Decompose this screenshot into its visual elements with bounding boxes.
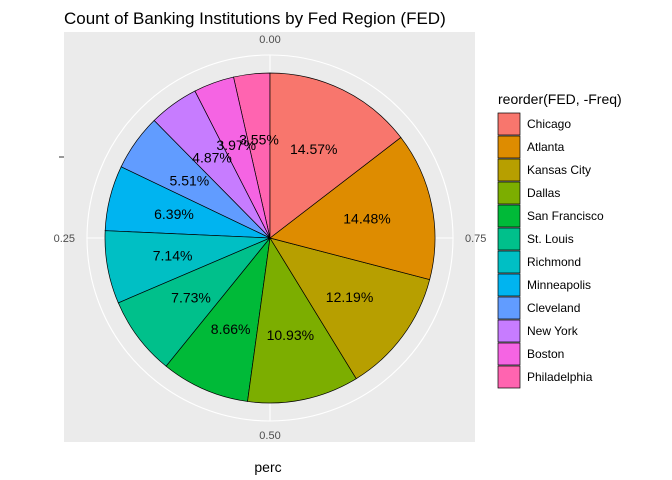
theta-tick-label: 0.25 [54, 233, 75, 245]
slice-label: 12.19% [326, 289, 373, 305]
theta-tick-labels: 0.00 0.25 0.50 0.75 [54, 34, 487, 442]
slice-label: 6.39% [154, 206, 194, 222]
legend-label: Dallas [527, 186, 560, 200]
slice-label: 14.48% [343, 210, 390, 226]
legend-key-richmond [497, 250, 521, 274]
slice-label: 7.73% [171, 290, 211, 306]
pie-slice-san-francisco [165, 236, 271, 402]
slice-label: 3.55% [239, 132, 279, 148]
legend-title: reorder(FED, -Freq) [498, 91, 622, 107]
legend-key-new-york [497, 319, 521, 343]
legend-key-kansas-city [497, 158, 521, 182]
slice-label: 7.14% [153, 248, 193, 264]
theta-tick-label: 0.75 [465, 233, 486, 245]
legend-key-atlanta [497, 135, 521, 159]
legend-key-minneapolis [497, 273, 521, 297]
legend-key-philadelphia [497, 365, 521, 389]
pie-slice-kansas-city [269, 237, 431, 380]
legend-label: St. Louis [527, 232, 574, 246]
legend-label: Richmond [527, 255, 581, 269]
chart-title: Count of Banking Institutions by Fed Reg… [64, 9, 446, 28]
pie-slice-dallas [247, 236, 357, 404]
legend-key-st-louis [497, 227, 521, 251]
legend-key-dallas [497, 181, 521, 205]
slice-label: 4.87% [192, 150, 232, 166]
legend-key-san-francisco [497, 204, 521, 228]
legend-label: Minneapolis [527, 278, 591, 292]
legend-key-cleveland [497, 296, 521, 320]
slice-label: 10.93% [267, 327, 314, 343]
legend: Chicago Atlanta Kansas City Dallas San Franc… [497, 112, 604, 389]
legend-label: Kansas City [527, 163, 591, 177]
legend-label: Chicago [527, 117, 571, 131]
pie-slice-atlanta [269, 136, 436, 280]
legend-label: New York [527, 324, 579, 338]
legend-label: Boston [527, 347, 564, 361]
pie-slices [104, 72, 436, 404]
slice-label: 14.57% [290, 141, 337, 157]
legend-label: Philadelphia [527, 370, 593, 384]
legend-label: Atlanta [527, 140, 565, 154]
theta-tick-label: 0.50 [259, 430, 280, 442]
slice-labels: 3.55%3.97%4.87% 5.51% 6.39% 7.14% 7.73%8.66%… [153, 132, 391, 343]
pie-slice-chicago [269, 72, 402, 239]
slice-label: 3.97% [216, 137, 256, 153]
slice-label: 5.51% [170, 173, 210, 189]
legend-label: San Francisco [527, 209, 604, 223]
slice-label: 8.66% [211, 321, 251, 337]
legend-key-boston [497, 342, 521, 366]
x-axis-label: perc [254, 459, 281, 475]
legend-key-chicago [497, 112, 521, 136]
theta-tick-label: 0.00 [259, 34, 280, 46]
legend-label: Cleveland [527, 301, 580, 315]
